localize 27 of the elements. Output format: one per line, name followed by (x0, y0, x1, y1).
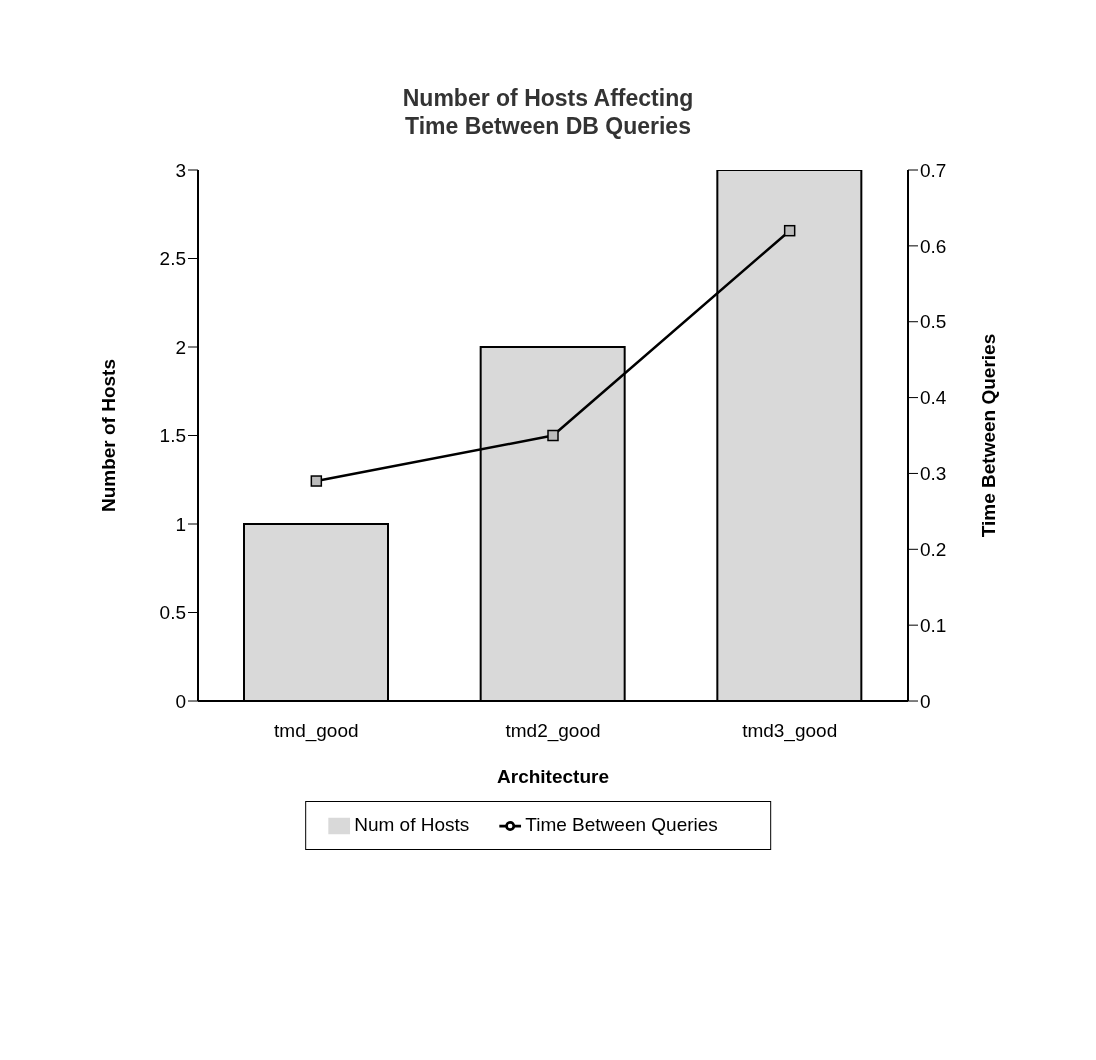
y-tick-label: 0 (175, 690, 186, 712)
x-axis-title: Architecture (497, 766, 609, 788)
y-tick-label: 1 (175, 513, 186, 535)
legend-label: Num of Hosts (354, 814, 470, 836)
y-tick-label: 3 (175, 159, 186, 181)
y2-tick-label: 0.2 (920, 539, 947, 561)
y2-tick-label: 0.1 (920, 614, 947, 636)
point (310, 475, 323, 487)
x-tick-label: tmd2_good (505, 719, 601, 742)
y2-tick-label: 0 (920, 690, 931, 712)
chart-title: Number of Hosts Affecting Time Between DB Queries (401, 84, 695, 140)
x-tick-label: tmd3_good (742, 719, 838, 742)
point (547, 429, 559, 442)
y2-tick-label: 0.7 (920, 159, 947, 181)
x-tick-label: tmd_good (274, 719, 359, 742)
y2-tick-label: 0.3 (920, 463, 947, 485)
y2-axis-title: Time Between Queries (977, 333, 999, 538)
y-tick-label: 2.5 (159, 248, 186, 270)
y2-tick-label: 0.6 (920, 235, 947, 257)
y-tick-label: 1.5 (159, 425, 186, 447)
point (783, 224, 796, 237)
y2-tick-label: 0.4 (920, 387, 947, 409)
y-tick-label: 0.5 (159, 602, 186, 624)
legend-label: Time Between Queries (525, 814, 718, 836)
y-tick-label: 2 (175, 336, 186, 358)
y2-tick-label: 0.5 (920, 311, 947, 333)
y-axis-title: Number of Hosts (97, 358, 119, 513)
